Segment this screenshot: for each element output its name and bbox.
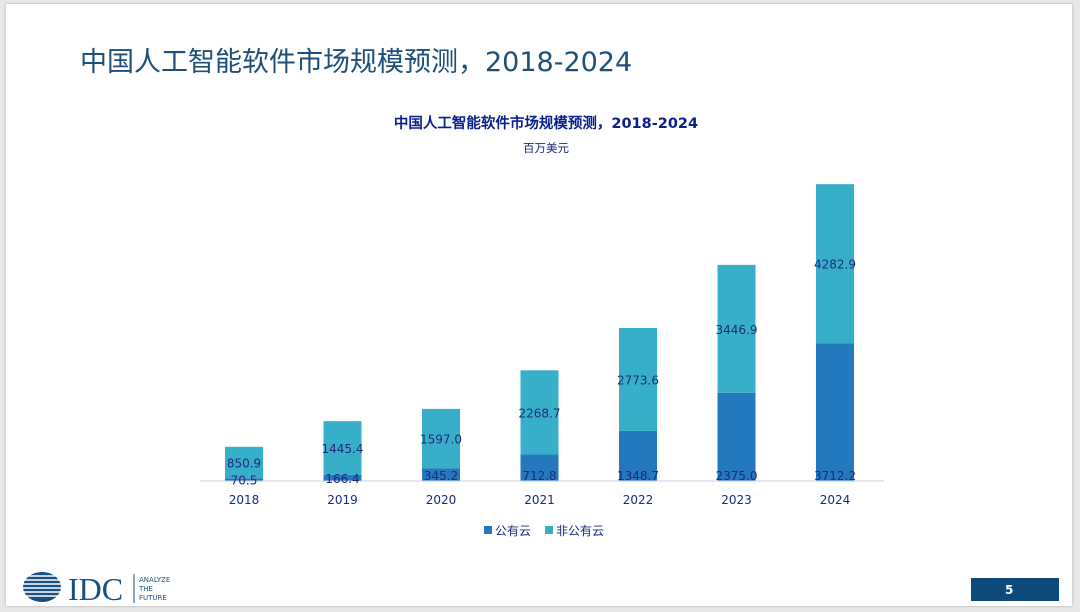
bar-public-cloud-2021: [520, 454, 559, 481]
idc-logo: IDC ANALYZE THE FUTURE: [23, 571, 170, 606]
x-tick-label-2022: 2022: [623, 493, 654, 507]
value-label-public-cloud-2020: 345.2: [424, 469, 458, 483]
bar-non-public-cloud-2019: [323, 421, 362, 475]
legend: 公有云 非公有云: [484, 524, 604, 538]
globe-icon: [23, 572, 61, 602]
value-label-public-cloud-2023: 2375.0: [716, 469, 758, 483]
logo-tagline-1: ANALYZE: [139, 576, 170, 584]
value-label-public-cloud-2021: 712.8: [522, 469, 556, 483]
page-number-badge: 5: [971, 578, 1059, 601]
bar-non-public-cloud-2021: [520, 370, 559, 455]
value-label-public-cloud-2019: 166.4: [325, 472, 359, 486]
legend-public-cloud-swatch: [484, 526, 492, 534]
value-label-public-cloud-2024: 3712.2: [814, 469, 856, 483]
bar-non-public-cloud-2022: [619, 327, 657, 431]
value-label-non-public-cloud-2024: 4282.9: [814, 258, 856, 272]
value-label-non-public-cloud-2019: 1445.4: [322, 442, 364, 456]
x-tick-label-2023: 2023: [721, 493, 752, 507]
value-label-non-public-cloud-2022: 2773.6: [617, 373, 659, 387]
chart-subtitle: 百万美元: [523, 141, 569, 155]
value-label-public-cloud-2018: 70.5: [231, 474, 258, 488]
bars-group: [225, 184, 854, 481]
value-label-non-public-cloud-2018: 850.9: [227, 457, 261, 471]
legend-non-public-cloud-swatch: [545, 526, 553, 534]
value-label-non-public-cloud-2023: 3446.9: [716, 323, 758, 337]
x-tick-label-2020: 2020: [426, 493, 457, 507]
bar-public-cloud-2018: [225, 478, 263, 481]
bar-public-cloud-2020: [422, 468, 460, 481]
x-tick-label-2018: 2018: [229, 493, 260, 507]
value-label-non-public-cloud-2021: 2268.7: [519, 406, 561, 420]
bar-non-public-cloud-2024: [816, 184, 854, 344]
x-tick-label-2019: 2019: [327, 493, 358, 507]
legend-public-cloud-label: 公有云: [495, 524, 531, 538]
value-label-public-cloud-2022: 1348.7: [617, 469, 659, 483]
value-labels: 70.5 850.9 166.4 1445.4 345.2 1597.0 712.8 2268…: [227, 258, 856, 488]
bar-non-public-cloud-2020: [422, 408, 460, 469]
stacked-bar-chart: 中国人工智能软件市场规模预测，2018-2024 百万美元 2018 2019 20…: [200, 114, 884, 538]
bar-public-cloud-2024: [816, 343, 854, 481]
slide-title: 中国人工智能软件市场规模预测，2018-2024: [80, 47, 633, 78]
legend-non-public-cloud-label: 非公有云: [556, 524, 604, 538]
slide: 中国人工智能软件市场规模预测，2018-2024 中国人工智能软件市场规模预测，…: [6, 4, 1072, 606]
bar-public-cloud-2022: [619, 430, 657, 481]
bar-public-cloud-2019: [323, 474, 362, 481]
page-number: 5: [1005, 582, 1014, 597]
x-tick-labels: 2018 2019 2020 2021 2022 2023 2024: [229, 493, 851, 507]
bar-non-public-cloud-2023: [717, 264, 756, 393]
logo-brand: IDC: [68, 571, 123, 606]
chart-title: 中国人工智能软件市场规模预测，2018-2024: [394, 114, 698, 132]
bar-public-cloud-2023: [717, 392, 756, 481]
value-label-non-public-cloud-2020: 1597.0: [420, 433, 462, 447]
logo-tagline-2: THE: [138, 585, 153, 593]
logo-tagline-3: FUTURE: [139, 594, 167, 602]
x-tick-label-2021: 2021: [524, 493, 555, 507]
x-tick-label-2024: 2024: [820, 493, 851, 507]
bar-non-public-cloud-2018: [225, 446, 263, 479]
